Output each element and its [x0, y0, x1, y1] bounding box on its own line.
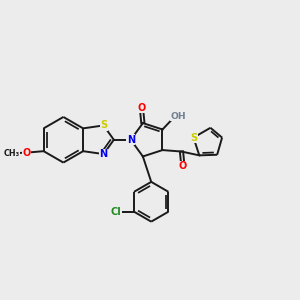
Text: OH: OH — [170, 112, 186, 121]
Text: S: S — [190, 133, 197, 142]
Text: O: O — [137, 103, 146, 113]
Text: O: O — [179, 161, 187, 171]
Text: N: N — [100, 149, 108, 159]
Text: CH₃: CH₃ — [3, 149, 20, 158]
Text: Cl: Cl — [110, 207, 121, 217]
Text: N: N — [127, 135, 135, 145]
Text: S: S — [100, 120, 107, 130]
Text: O: O — [22, 148, 31, 158]
